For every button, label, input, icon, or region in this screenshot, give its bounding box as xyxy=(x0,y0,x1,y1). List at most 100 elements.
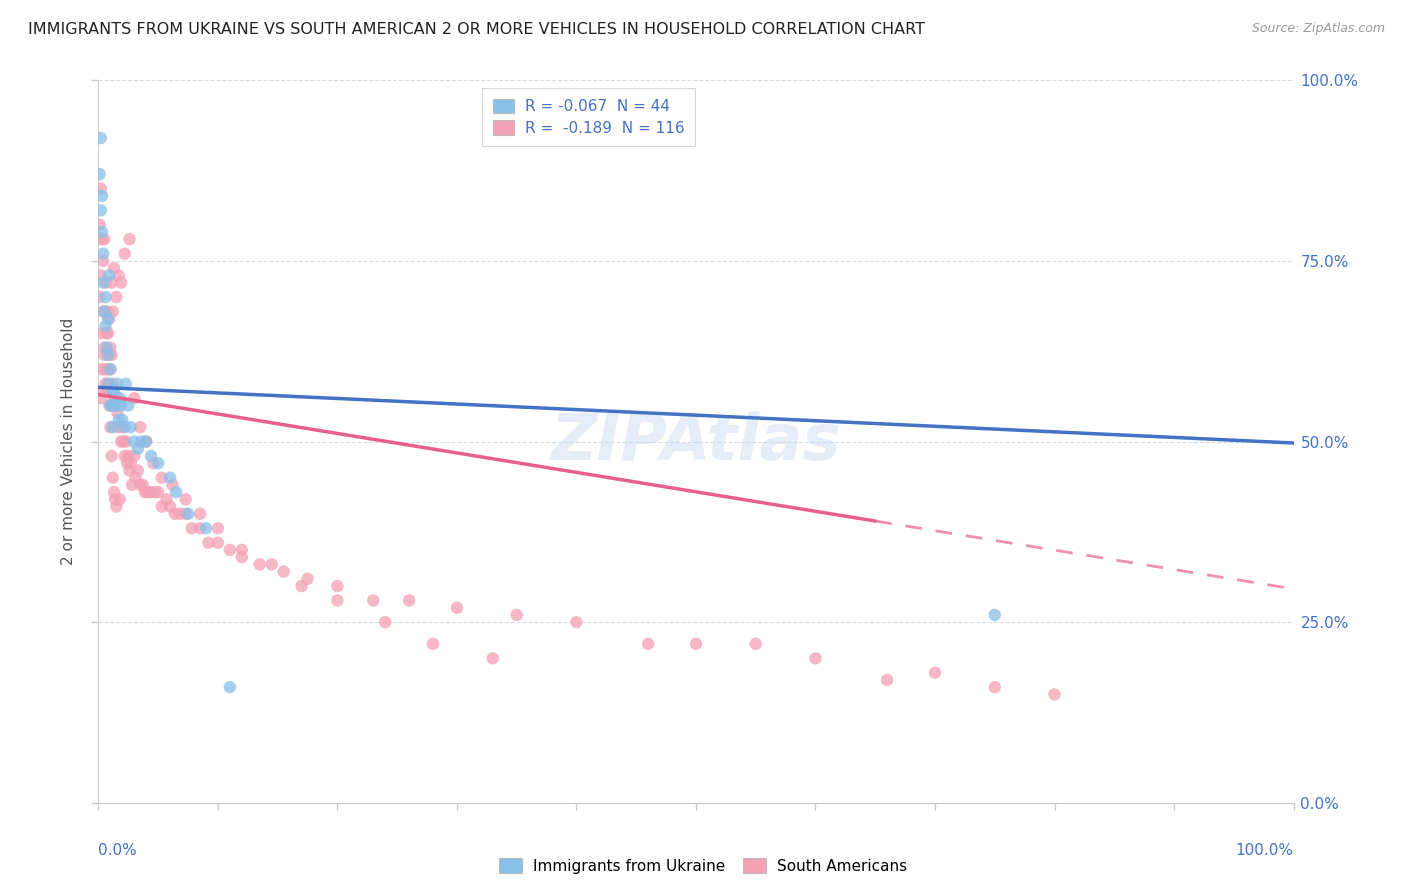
Point xyxy=(107,413,129,427)
Point xyxy=(98,398,122,412)
Point xyxy=(103,384,125,398)
Point xyxy=(101,384,124,398)
Point xyxy=(374,615,396,630)
Point xyxy=(111,413,134,427)
Point xyxy=(112,434,135,449)
Point xyxy=(93,304,115,318)
Point xyxy=(110,434,132,449)
Point xyxy=(108,391,131,405)
Legend: Immigrants from Ukraine, South Americans: Immigrants from Ukraine, South Americans xyxy=(494,852,912,880)
Point xyxy=(90,391,112,405)
Point xyxy=(118,232,141,246)
Point xyxy=(177,507,200,521)
Point xyxy=(124,391,146,405)
Point xyxy=(117,398,139,412)
Point xyxy=(136,485,159,500)
Point xyxy=(174,507,197,521)
Point xyxy=(422,637,444,651)
Point xyxy=(124,470,146,484)
Point xyxy=(105,500,128,514)
Point xyxy=(163,507,186,521)
Point xyxy=(115,434,138,449)
Point xyxy=(127,442,149,456)
Point xyxy=(103,261,125,276)
Point xyxy=(984,607,1007,622)
Point xyxy=(506,607,529,622)
Point xyxy=(155,492,177,507)
Point xyxy=(103,485,125,500)
Point xyxy=(110,398,132,412)
Point xyxy=(98,362,122,376)
Point xyxy=(90,268,112,283)
Point xyxy=(231,550,253,565)
Point xyxy=(114,420,136,434)
Point xyxy=(135,434,157,449)
Point xyxy=(91,276,114,290)
Point xyxy=(107,268,129,283)
Point xyxy=(143,485,166,500)
Point xyxy=(100,449,122,463)
Point xyxy=(876,673,898,687)
Point xyxy=(89,218,111,232)
Point xyxy=(90,131,112,145)
Point xyxy=(100,276,122,290)
Point xyxy=(685,637,707,651)
Point xyxy=(326,593,349,607)
Point xyxy=(188,507,211,521)
Point xyxy=(98,376,121,391)
Point xyxy=(110,276,132,290)
Point xyxy=(165,485,187,500)
Point xyxy=(174,492,197,507)
Point xyxy=(637,637,659,651)
Point xyxy=(96,341,118,355)
Point xyxy=(326,579,349,593)
Point xyxy=(89,167,111,181)
Point xyxy=(105,398,128,412)
Point xyxy=(91,232,114,246)
Point xyxy=(111,420,134,434)
Point xyxy=(207,521,229,535)
Point xyxy=(91,246,114,260)
Point xyxy=(188,521,211,535)
Point xyxy=(98,341,122,355)
Point xyxy=(363,593,385,607)
Point xyxy=(98,398,121,412)
Point xyxy=(93,348,115,362)
Point xyxy=(103,391,125,405)
Point xyxy=(131,434,153,449)
Point xyxy=(481,651,505,665)
Point xyxy=(91,326,114,340)
Point xyxy=(105,290,128,304)
Point xyxy=(97,311,120,326)
Point xyxy=(94,318,117,333)
Point xyxy=(139,485,162,500)
Point xyxy=(121,478,143,492)
Point xyxy=(91,189,114,203)
Point xyxy=(89,290,111,304)
Point xyxy=(180,521,202,535)
Point xyxy=(984,680,1007,694)
Point xyxy=(117,449,139,463)
Point xyxy=(219,680,242,694)
Point xyxy=(98,311,121,326)
Point xyxy=(142,456,165,470)
Point xyxy=(108,492,131,507)
Legend: R = -0.067  N = 44, R =  -0.189  N = 116: R = -0.067 N = 44, R = -0.189 N = 116 xyxy=(482,88,695,146)
Point xyxy=(98,268,121,283)
Point xyxy=(1043,687,1066,701)
Point xyxy=(91,384,114,398)
Point xyxy=(120,420,142,434)
Point xyxy=(139,449,162,463)
Point xyxy=(260,558,283,572)
Point xyxy=(98,348,121,362)
Point xyxy=(100,348,122,362)
Text: 100.0%: 100.0% xyxy=(1236,843,1294,857)
Point xyxy=(446,600,468,615)
Point xyxy=(297,572,319,586)
Point xyxy=(97,376,120,391)
Point xyxy=(94,362,117,376)
Point xyxy=(104,398,127,412)
Point xyxy=(115,456,138,470)
Point xyxy=(96,326,118,340)
Point xyxy=(107,420,129,434)
